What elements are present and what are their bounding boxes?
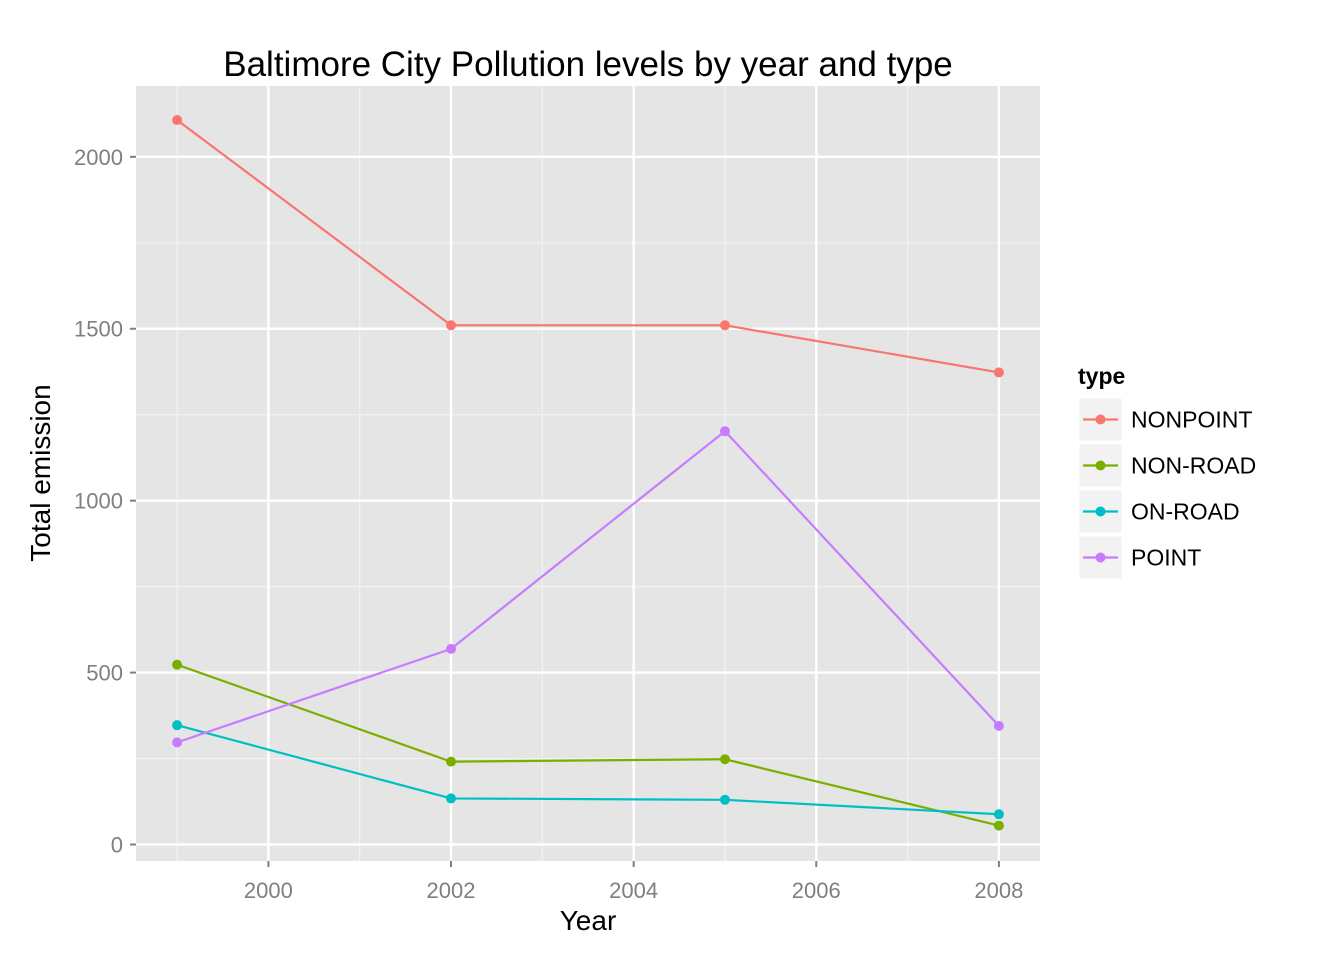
y-axis-title: Total emission bbox=[25, 384, 56, 561]
series-line bbox=[176, 724, 999, 816]
plot-panel bbox=[136, 86, 1040, 861]
data-point bbox=[719, 426, 730, 437]
data-point bbox=[993, 367, 1004, 378]
series-line bbox=[176, 663, 1000, 827]
series-layer bbox=[172, 115, 1004, 831]
chart-title: Baltimore City Pollution levels by year … bbox=[223, 45, 953, 84]
legend-label: NON-ROAD bbox=[1131, 453, 1256, 479]
legend-items: NONPOINT NON-ROAD ON-ROAD POINT bbox=[1078, 397, 1256, 580]
y-tick-label: 1500 bbox=[74, 317, 123, 342]
data-point bbox=[172, 720, 183, 731]
data-point bbox=[446, 756, 457, 767]
data-point bbox=[446, 643, 457, 654]
grid-major bbox=[136, 86, 1040, 861]
x-tick-label: 2008 bbox=[974, 878, 1023, 903]
x-tick-label: 2004 bbox=[609, 878, 658, 903]
data-point bbox=[446, 320, 457, 331]
data-point bbox=[719, 754, 730, 765]
data-point bbox=[719, 320, 730, 331]
x-axis-title: Year bbox=[560, 905, 617, 936]
legend-label: ON-ROAD bbox=[1131, 499, 1240, 525]
legend-key-point bbox=[1095, 506, 1106, 517]
data-point bbox=[993, 809, 1004, 820]
data-point bbox=[993, 820, 1004, 831]
data-point bbox=[172, 115, 183, 126]
x-tick-label: 2000 bbox=[244, 878, 293, 903]
data-point bbox=[719, 794, 730, 805]
series-line bbox=[176, 429, 1000, 744]
legend-title: type bbox=[1078, 363, 1125, 389]
y-tick-label: 1000 bbox=[74, 489, 123, 514]
legend-key-point bbox=[1095, 552, 1106, 563]
data-point bbox=[446, 793, 457, 804]
x-tick-label: 2006 bbox=[792, 878, 841, 903]
data-point bbox=[993, 720, 1004, 731]
data-point bbox=[172, 737, 183, 748]
legend-key-point bbox=[1095, 460, 1106, 471]
x-tick-label: 2002 bbox=[427, 878, 476, 903]
x-axis: 2000 2002 2004 2006 2008 bbox=[244, 861, 1023, 903]
legend-key-point bbox=[1095, 414, 1106, 425]
y-tick-label: 500 bbox=[86, 661, 123, 686]
legend-label: NONPOINT bbox=[1131, 407, 1252, 433]
y-tick-label: 0 bbox=[111, 832, 123, 857]
y-axis: 0 500 1000 1500 2000 bbox=[74, 145, 136, 857]
legend-label: POINT bbox=[1131, 545, 1201, 571]
grid-minor bbox=[136, 86, 1040, 861]
series-line bbox=[176, 119, 1000, 374]
legend: type NONPOINT NON-ROAD ON-ROAD POINT bbox=[1078, 363, 1256, 580]
y-tick-label: 2000 bbox=[74, 145, 123, 170]
data-point bbox=[172, 659, 183, 670]
